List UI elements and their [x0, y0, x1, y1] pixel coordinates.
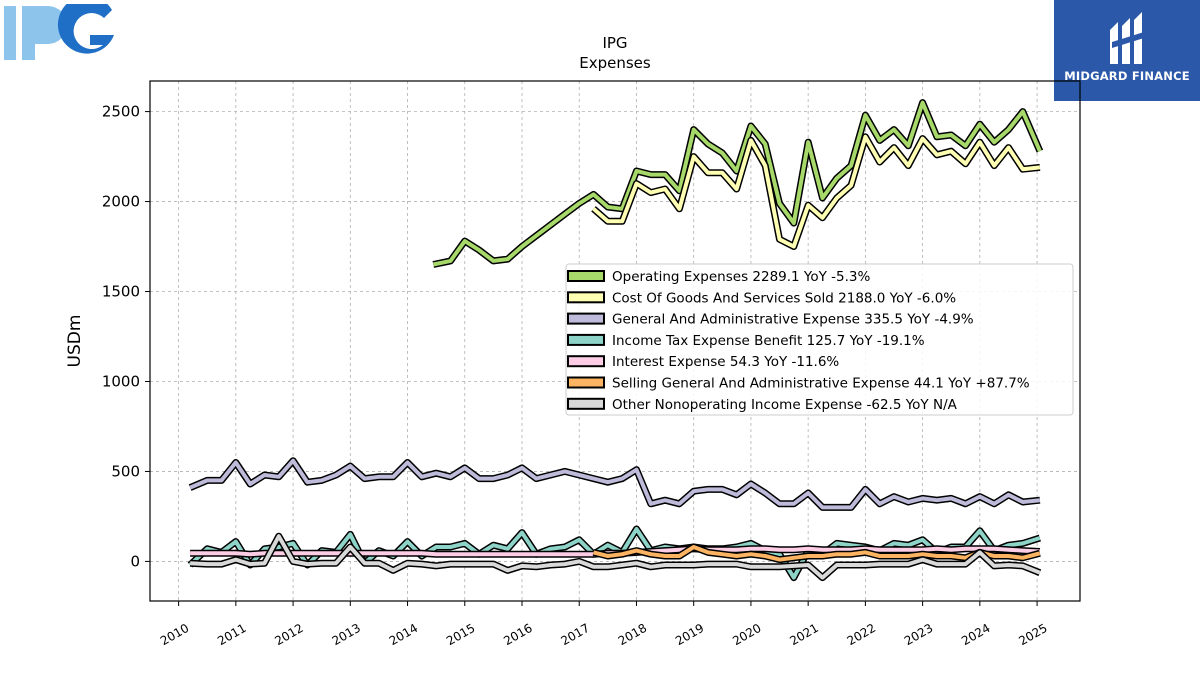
legend-swatch	[567, 333, 605, 346]
series-line	[189, 458, 1041, 510]
x-tick-label: 2013	[330, 621, 363, 648]
logo-letter-g	[57, 0, 114, 54]
series-line	[593, 545, 1041, 562]
x-tick-label: 2017	[559, 621, 592, 648]
series-line	[432, 100, 1042, 267]
series-selling-general-and-administrative-expense	[592, 543, 1041, 564]
legend-entry: Cost Of Goods And Services Sold 2188.0 Y…	[612, 290, 956, 306]
midgard-finance-icon	[1110, 12, 1144, 64]
legend-swatch	[567, 376, 605, 389]
legend-entry: Other Nonoperating Income Expense -62.5 …	[612, 397, 958, 413]
x-tick-label: 2012	[272, 621, 305, 648]
x-tick-label: 2010	[158, 621, 191, 648]
legend-swatch	[567, 355, 605, 368]
legend-swatch	[567, 270, 605, 282]
series-lines	[187, 99, 1044, 582]
x-tick-label: 2011	[215, 621, 248, 648]
ipg-logo	[2, 0, 118, 66]
chart-title: IPG	[602, 34, 627, 52]
x-tick-label: 2025	[1016, 621, 1049, 648]
y-axis-label: USDm	[65, 315, 85, 368]
x-tick-label: 2019	[673, 621, 706, 648]
x-tick-label: 2024	[959, 621, 992, 648]
x-tick-label: 2023	[902, 621, 935, 648]
y-tick-label: 2500	[102, 103, 140, 121]
legend-entry: Interest Expense 54.3 YoY -11.6%	[612, 354, 839, 370]
x-tick-label: 2014	[387, 621, 420, 648]
y-tick-label: 1500	[102, 283, 140, 301]
legend-swatch	[567, 397, 605, 410]
series-line	[592, 134, 1041, 249]
x-tick-label: 2021	[787, 621, 820, 648]
y-tick-label: 500	[111, 462, 140, 480]
x-tick-label: 2022	[845, 621, 878, 648]
series-operating-expenses	[432, 99, 1044, 268]
y-tick-label: 1000	[102, 372, 140, 390]
x-tick-label: 2018	[616, 621, 649, 648]
series-general-and-administrative-expense	[188, 457, 1041, 511]
y-tick-label: 2000	[102, 193, 140, 211]
midgard-finance-badge: MIDGARD FINANCE	[1054, 0, 1200, 101]
chart-subtitle: Expenses	[579, 54, 651, 72]
legend-entry: Operating Expenses 2289.1 YoY -5.3%	[612, 269, 871, 285]
series-line	[189, 534, 1041, 580]
logo-letter-i	[4, 6, 16, 60]
legend-entry: Income Tax Expense Benefit 125.7 YoY -19…	[612, 333, 925, 349]
x-tick-label: 2015	[444, 621, 477, 648]
legend-entry: General And Administrative Expense 335.5…	[612, 312, 974, 328]
x-tick-label: 2016	[501, 621, 534, 648]
legend: Operating Expenses 2289.1 YoY -5.3% Cost …	[565, 263, 1074, 416]
series-other-nonoperating-income-expense	[189, 532, 1042, 582]
series-cost-of-goods-and-services-sold	[591, 133, 1041, 250]
x-tick-label: 2020	[730, 621, 763, 648]
brand-name: MIDGARD FINANCE	[1064, 69, 1190, 83]
legend-entry: Selling General And Administrative Expen…	[612, 376, 1030, 392]
plot-frame	[149, 80, 1081, 602]
legend-swatch	[567, 312, 605, 325]
legend-box	[565, 263, 1074, 416]
legend-swatch	[567, 291, 605, 304]
logo-letter-p	[22, 6, 67, 60]
y-tick-label: 0	[130, 552, 140, 570]
